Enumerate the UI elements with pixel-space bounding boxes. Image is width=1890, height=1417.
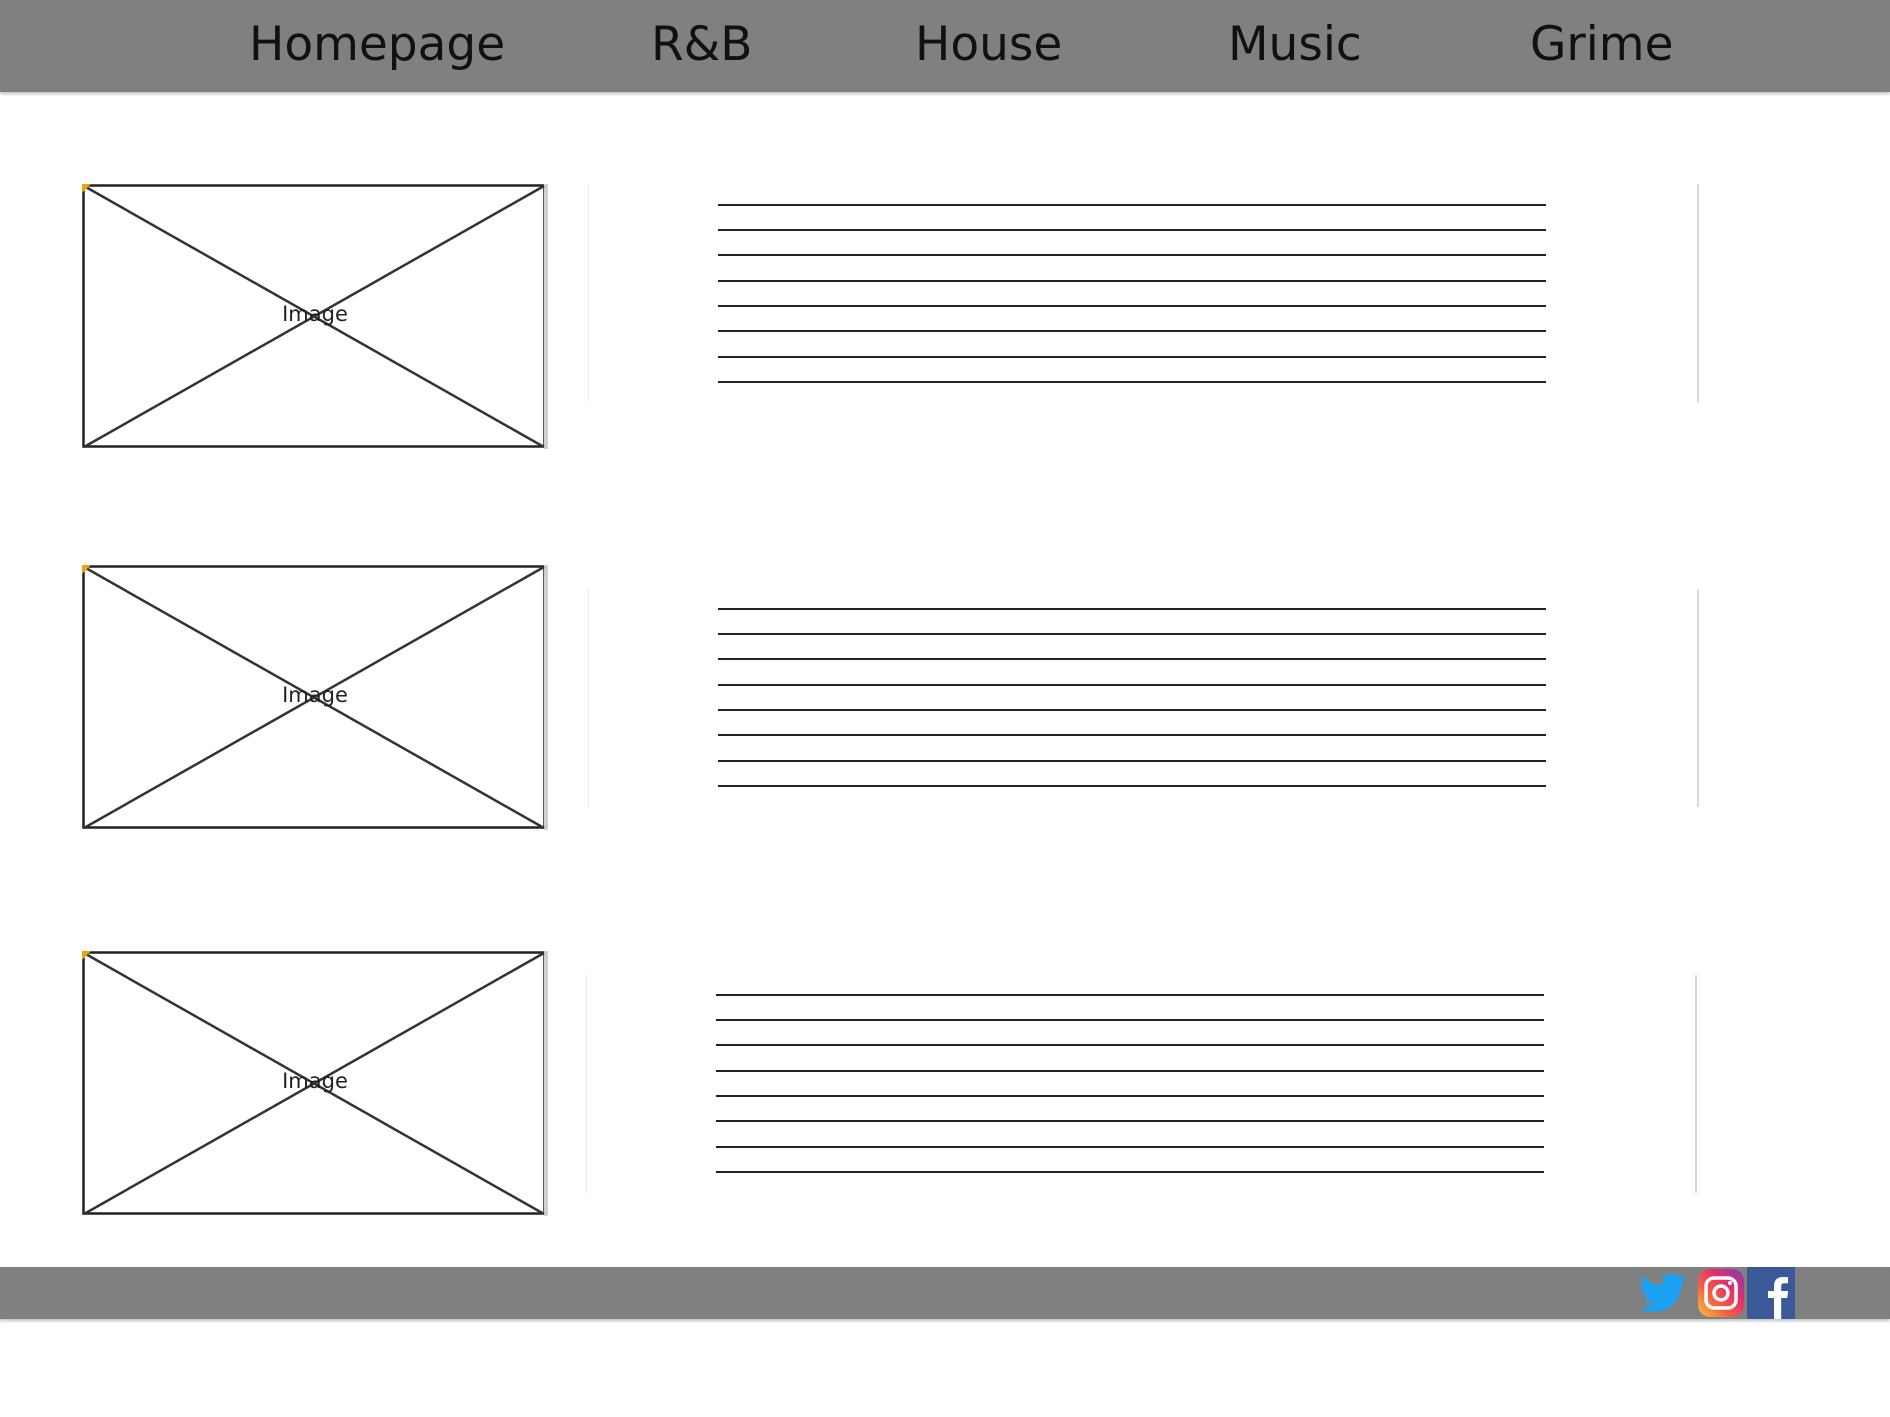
facebook-icon[interactable] [1747, 1267, 1795, 1319]
text-line [718, 330, 1546, 332]
image-placeholder: Image [82, 951, 548, 1216]
nav-item-music[interactable]: Music [1228, 17, 1362, 72]
top-nav-bar: Homepage R&B House Music Grime [0, 0, 1890, 92]
image-label: Image [282, 302, 348, 326]
image-label: Image [282, 683, 348, 707]
text-line [718, 254, 1546, 256]
text-line [716, 1019, 1544, 1021]
column-divider [1697, 184, 1699, 402]
image-corner-marker [82, 184, 91, 193]
nav-item-rnb[interactable]: R&B [651, 17, 753, 72]
article-row: Image [0, 565, 1890, 830]
text-line [718, 381, 1546, 383]
image-placeholder: Image [82, 565, 548, 830]
column-divider [1695, 975, 1697, 1193]
text-line [718, 305, 1546, 307]
text-line [718, 785, 1546, 787]
text-line [716, 1171, 1544, 1173]
text-line [716, 1146, 1544, 1148]
article-row: Image [0, 951, 1890, 1216]
text-line [718, 684, 1546, 686]
twitter-icon[interactable] [1634, 1267, 1692, 1319]
text-line [718, 633, 1546, 635]
text-line [716, 1095, 1544, 1097]
instagram-icon[interactable] [1697, 1267, 1745, 1319]
text-line [716, 994, 1544, 996]
image-placeholder: Image [82, 184, 548, 449]
text-line [716, 1044, 1544, 1046]
text-line [716, 1070, 1544, 1072]
text-line [718, 608, 1546, 610]
text-line [716, 1120, 1544, 1122]
nav-item-homepage[interactable]: Homepage [249, 17, 506, 72]
image-placeholder-icon [82, 184, 548, 449]
text-line [718, 734, 1546, 736]
article-row: Image [0, 184, 1890, 449]
image-placeholder-icon [82, 565, 548, 830]
text-line [718, 709, 1546, 711]
column-divider [588, 184, 589, 402]
text-line [718, 760, 1546, 762]
text-line [718, 229, 1546, 231]
text-line [718, 280, 1546, 282]
image-placeholder-icon [82, 951, 548, 1216]
text-line [718, 658, 1546, 660]
image-corner-marker [82, 951, 91, 960]
image-label: Image [282, 1069, 348, 1093]
image-corner-marker [82, 565, 91, 574]
text-line [718, 204, 1546, 206]
column-divider [588, 589, 589, 807]
footer-bar [0, 1267, 1890, 1319]
nav-item-grime[interactable]: Grime [1530, 17, 1674, 72]
column-divider [586, 975, 587, 1193]
nav-item-house[interactable]: House [915, 17, 1063, 72]
text-line [718, 356, 1546, 358]
column-divider [1697, 589, 1699, 807]
